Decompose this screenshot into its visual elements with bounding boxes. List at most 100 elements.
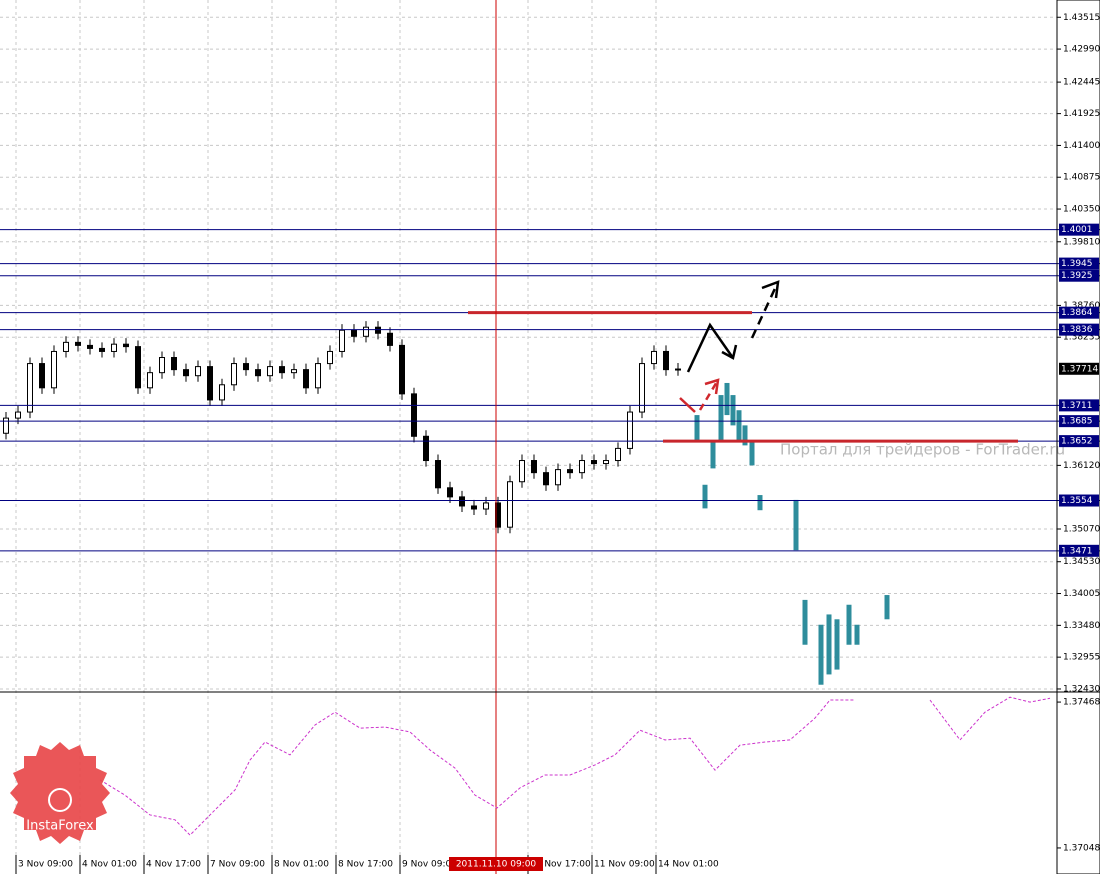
candle-body: [291, 369, 297, 374]
x-tick-label: 3 Nov 09:00: [18, 860, 73, 870]
y-tick-label: 1.43515: [1063, 13, 1100, 23]
candle-body: [627, 411, 633, 449]
black-dashed-arrow: [750, 281, 780, 339]
candle-body: [171, 357, 177, 371]
y-tick-label: 1.40350: [1063, 205, 1100, 215]
y-tick-label: 1.34005: [1063, 589, 1100, 599]
candle-body: [555, 469, 561, 486]
candle-body: [519, 460, 525, 483]
candle-body: [375, 326, 381, 334]
candle-body: [483, 502, 489, 510]
candle-body: [303, 369, 309, 389]
level-label-box: [1059, 435, 1099, 448]
logo-text: InstaForex: [26, 819, 94, 834]
level-label: 1.3711: [1061, 401, 1093, 411]
cursor-label: 2011.11.10 09:00: [456, 860, 537, 870]
level-label: 1.3945: [1061, 259, 1093, 269]
forecast-bar: [730, 395, 736, 426]
forecast-bar: [742, 425, 748, 446]
y-tick-label: 1.36120: [1063, 461, 1100, 471]
y-tick-label: 1.38235: [1063, 333, 1100, 343]
level-label: 1.3652: [1061, 437, 1093, 447]
forecast-bar: [710, 440, 716, 469]
current-price-box: [1059, 362, 1099, 375]
candle-body: [411, 393, 417, 437]
y-tick-label: 1.37048: [1063, 843, 1100, 853]
candle-body: [39, 363, 45, 389]
forecast-bar: [757, 495, 763, 511]
candle-body: [183, 369, 189, 377]
axis-panel: [1056, 0, 1100, 874]
red-arrow: [679, 397, 696, 413]
arrow-head: [704, 378, 720, 395]
forecast-bar: [854, 624, 860, 645]
level-label: 1.3836: [1061, 325, 1093, 335]
logo-badge: [10, 742, 110, 844]
candle-body: [147, 372, 153, 389]
candle-body: [51, 350, 57, 389]
level-label: 1.3864: [1061, 308, 1093, 318]
candle-body: [159, 357, 165, 374]
candle-body: [591, 460, 597, 465]
level-label: 1.3925: [1061, 271, 1093, 281]
candle-body: [459, 496, 465, 507]
forecast-bar: [694, 415, 700, 441]
candle-body: [423, 435, 429, 462]
candle-body: [603, 460, 609, 465]
level-label-box: [1059, 269, 1099, 282]
forecast-bar: [884, 595, 890, 620]
candle-body: [399, 344, 405, 395]
level-label-box: [1059, 323, 1099, 336]
y-tick-label: 1.34530: [1063, 557, 1100, 567]
candle-body: [219, 384, 225, 401]
candle-body: [255, 369, 261, 377]
level-label: 1.3685: [1061, 417, 1093, 427]
candle-body: [363, 326, 369, 337]
level-label: 1.3471: [1061, 546, 1093, 556]
cursor-label-box: [449, 857, 543, 871]
y-tick-label: 1.42445: [1063, 78, 1100, 88]
candle-body: [111, 343, 117, 352]
level-label-box: [1059, 415, 1099, 428]
watermark: Портал для трейдеров - ForTrader.ru: [780, 441, 1065, 459]
candle-body: [279, 366, 285, 374]
forecast-bar: [724, 382, 730, 416]
candle-body: [651, 350, 657, 365]
black-arrow: [686, 322, 735, 373]
candle-body: [231, 363, 237, 386]
candle-body: [15, 411, 21, 419]
candle-body: [639, 363, 645, 413]
y-tick-label: 1.40875: [1063, 173, 1100, 183]
candle-body: [531, 460, 537, 474]
candle-body: [435, 460, 441, 489]
candle-body: [3, 417, 9, 434]
forecast-bar: [846, 604, 852, 645]
candle-body: [207, 366, 213, 401]
level-label-box: [1059, 306, 1099, 319]
x-tick-label: 11 Nov 09:00: [594, 860, 655, 870]
forecast-bar: [736, 410, 742, 441]
candle-body: [87, 344, 93, 349]
candle-body: [267, 366, 273, 377]
candle-body: [543, 472, 549, 486]
candle-body: [567, 469, 573, 474]
candle-body: [315, 363, 321, 389]
candle-body: [327, 350, 333, 365]
y-tick-label: 1.32955: [1063, 653, 1100, 663]
y-tick-label: 1.32430: [1063, 684, 1100, 694]
y-tick-label: 1.39810: [1063, 237, 1100, 247]
forecast-bar: [802, 599, 808, 645]
candle-body: [675, 368, 681, 371]
y-tick-label: 1.41400: [1063, 141, 1100, 151]
arrow-head: [721, 344, 738, 360]
candle-body: [99, 347, 105, 352]
y-tick-label: 1.42990: [1063, 45, 1100, 55]
candle-body: [615, 447, 621, 462]
y-tick-label: 1.33480: [1063, 621, 1100, 631]
red-dashed-arrow: [698, 379, 720, 411]
candle-body: [27, 363, 33, 413]
level-label: 1.4001: [1061, 225, 1093, 235]
